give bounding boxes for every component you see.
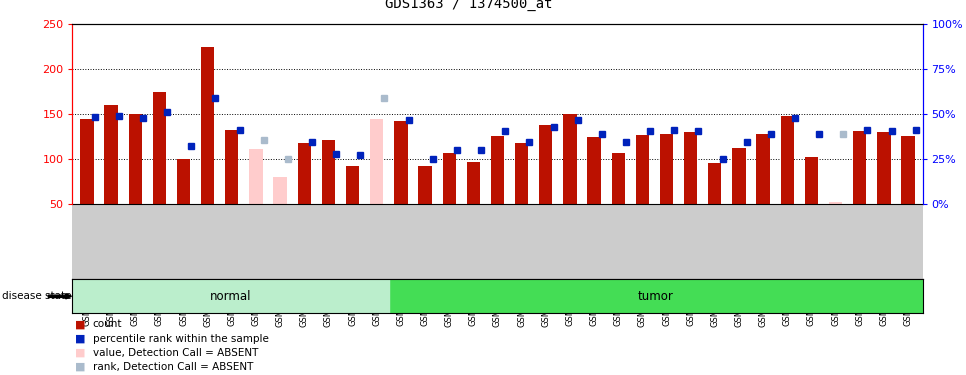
Text: value, Detection Call = ABSENT: value, Detection Call = ABSENT: [93, 348, 258, 358]
Bar: [467, 162, 480, 204]
Text: normal: normal: [210, 290, 251, 303]
Bar: [225, 130, 239, 204]
Bar: [805, 157, 818, 204]
Text: disease state: disease state: [2, 291, 71, 301]
Bar: [636, 135, 649, 204]
Bar: [660, 134, 673, 204]
Bar: [877, 132, 891, 204]
Bar: [829, 202, 842, 204]
Bar: [587, 137, 601, 204]
Bar: [201, 47, 214, 204]
Bar: [901, 136, 915, 204]
Text: ■: ■: [75, 362, 86, 372]
Bar: [322, 140, 335, 204]
Bar: [539, 125, 553, 204]
Bar: [346, 166, 359, 204]
Bar: [370, 119, 384, 204]
Bar: [177, 159, 190, 204]
Bar: [104, 105, 118, 204]
Text: ■: ■: [75, 334, 86, 344]
Bar: [853, 130, 867, 204]
Bar: [418, 166, 432, 204]
Bar: [756, 134, 770, 204]
Bar: [72, 279, 388, 313]
Bar: [732, 148, 746, 204]
Bar: [684, 132, 697, 204]
Text: GDS1363 / 1374500_at: GDS1363 / 1374500_at: [384, 0, 553, 11]
Text: tumor: tumor: [638, 290, 673, 303]
Bar: [708, 163, 722, 204]
Bar: [515, 143, 528, 204]
Bar: [249, 148, 263, 204]
Bar: [563, 114, 577, 204]
Text: count: count: [93, 320, 123, 329]
Bar: [273, 177, 287, 204]
Bar: [491, 136, 504, 204]
Text: ■: ■: [75, 320, 86, 329]
Text: ■: ■: [75, 348, 86, 358]
Bar: [394, 121, 408, 204]
Bar: [611, 153, 625, 204]
Text: percentile rank within the sample: percentile rank within the sample: [93, 334, 269, 344]
Bar: [442, 153, 456, 204]
Bar: [781, 116, 794, 204]
Text: rank, Detection Call = ABSENT: rank, Detection Call = ABSENT: [93, 362, 253, 372]
Bar: [128, 114, 142, 204]
Bar: [80, 119, 94, 204]
Bar: [153, 92, 166, 204]
Bar: [298, 143, 311, 204]
